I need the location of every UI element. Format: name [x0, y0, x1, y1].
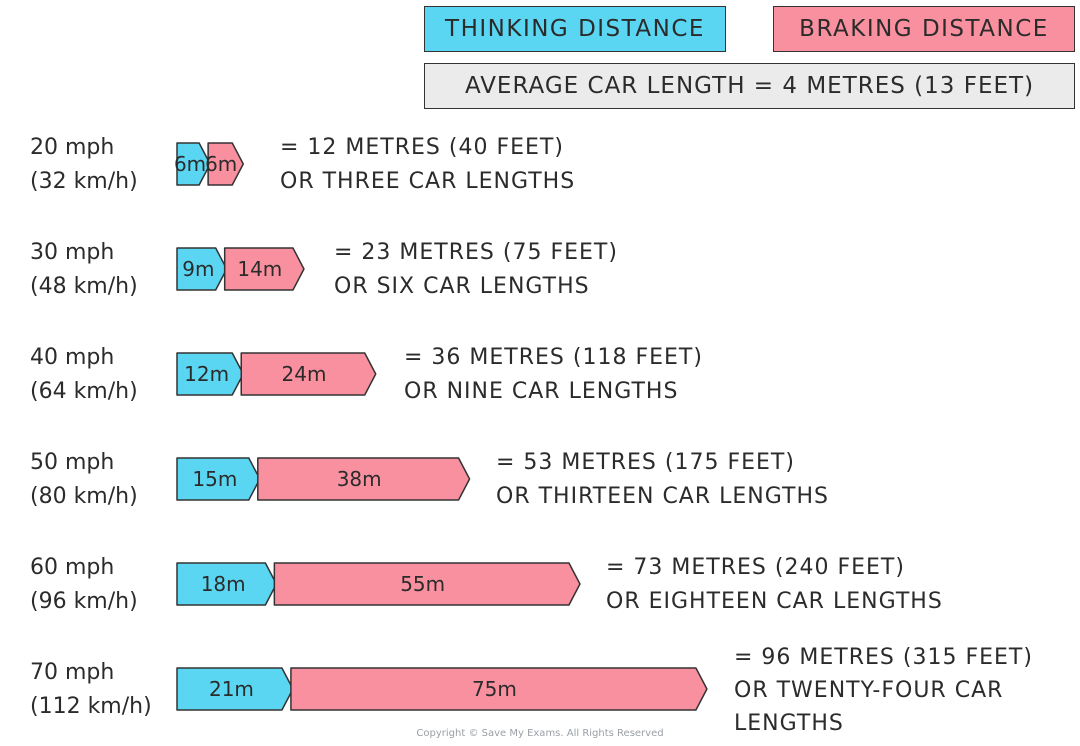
legend-thinking-distance: THINKING DISTANCE	[424, 6, 726, 52]
speed-kmh: (80 km/h)	[30, 484, 138, 509]
braking-bar-label-60: 55m	[400, 572, 445, 596]
braking-bar-40	[240, 352, 377, 396]
thinking-bar-label-30: 9m	[182, 257, 214, 281]
thinking-bar-label-40: 12m	[184, 362, 229, 386]
braking-bar-label-70: 75m	[472, 677, 517, 701]
braking-bar-60	[273, 562, 581, 606]
thinking-bar-40	[176, 352, 244, 396]
speed-mph: 40 mph	[30, 345, 115, 370]
speed-kmh: (112 km/h)	[30, 694, 152, 719]
speed-mph: 70 mph	[30, 660, 115, 685]
speed-mph: 60 mph	[30, 555, 115, 580]
summary-car-lengths: OR THIRTEEN CAR LENGTHS	[496, 484, 829, 509]
copyright-text: Copyright © Save My Exams. All Rights Re…	[416, 728, 664, 739]
summary-car-lengths: OR SIX CAR LENGTHS	[334, 274, 590, 299]
legend-braking-label: BRAKING DISTANCE	[799, 16, 1049, 42]
speed-mph: 50 mph	[30, 450, 115, 475]
braking-bar-50	[257, 457, 471, 501]
speed-label-20: 20 mph (32 km/h)	[30, 131, 180, 199]
speed-label-70: 70 mph (112 km/h)	[30, 656, 180, 724]
car-length-note-text: AVERAGE CAR LENGTH = 4 METRES (13 FEET)	[464, 73, 1035, 99]
summary-30: = 23 METRES (75 FEET) OR SIX CAR LENGTHS	[334, 236, 618, 304]
summary-total: = 73 METRES (240 FEET)	[606, 555, 905, 580]
braking-bar-30	[223, 247, 305, 291]
thinking-bar-label-50: 15m	[192, 467, 237, 491]
thinking-bar-20	[176, 142, 211, 186]
summary-60: = 73 METRES (240 FEET) OR EIGHTEEN CAR L…	[606, 551, 943, 619]
speed-mph: 30 mph	[30, 240, 115, 265]
thinking-bar-50	[176, 457, 261, 501]
summary-total: = 36 METRES (118 FEET)	[404, 345, 703, 370]
summary-car-lengths: OR TWENTY-FOUR CAR	[734, 678, 1004, 703]
thinking-bar-30	[176, 247, 228, 291]
car-length-note: AVERAGE CAR LENGTH = 4 METRES (13 FEET)	[424, 63, 1075, 109]
speed-kmh: (64 km/h)	[30, 379, 138, 404]
speed-kmh: (32 km/h)	[30, 169, 138, 194]
braking-bar-label-30: 14m	[237, 257, 282, 281]
thinking-bar-label-70: 21m	[209, 677, 254, 701]
legend-thinking-label: THINKING DISTANCE	[445, 16, 705, 42]
speed-label-50: 50 mph (80 km/h)	[30, 446, 180, 514]
speed-label-40: 40 mph (64 km/h)	[30, 341, 180, 409]
legend-braking-distance: BRAKING DISTANCE	[773, 6, 1075, 52]
summary-car-lengths-cont: LENGTHS	[734, 711, 844, 736]
summary-car-lengths: OR EIGHTEEN CAR LENGTHS	[606, 589, 943, 614]
summary-car-lengths: OR THREE CAR LENGTHS	[280, 169, 576, 194]
braking-bar-label-40: 24m	[282, 362, 327, 386]
speed-kmh: (48 km/h)	[30, 274, 138, 299]
summary-20: = 12 METRES (40 FEET) OR THREE CAR LENGT…	[280, 131, 575, 199]
speed-mph: 20 mph	[30, 135, 115, 160]
speed-label-30: 30 mph (48 km/h)	[30, 236, 180, 304]
summary-40: = 36 METRES (118 FEET) OR NINE CAR LENGT…	[404, 341, 703, 409]
braking-bar-20	[207, 142, 244, 186]
summary-50: = 53 METRES (175 FEET) OR THIRTEEN CAR L…	[496, 446, 829, 514]
summary-car-lengths: OR NINE CAR LENGTHS	[404, 379, 679, 404]
braking-bar-70	[290, 667, 708, 711]
speed-kmh: (96 km/h)	[30, 589, 138, 614]
speed-label-60: 60 mph (96 km/h)	[30, 551, 180, 619]
thinking-bar-70	[176, 667, 294, 711]
thinking-bar-label-20: 6m	[174, 152, 206, 176]
braking-bar-label-50: 38m	[337, 467, 382, 491]
thinking-bar-60	[176, 562, 278, 606]
summary-total: = 53 METRES (175 FEET)	[496, 450, 795, 475]
summary-total: = 12 METRES (40 FEET)	[280, 135, 564, 160]
summary-total: = 23 METRES (75 FEET)	[334, 240, 618, 265]
braking-bar-label-20: 6m	[205, 152, 237, 176]
summary-70: = 96 METRES (315 FEET) OR TWENTY-FOUR CA…	[734, 641, 1033, 740]
thinking-bar-label-60: 18m	[201, 572, 246, 596]
summary-total: = 96 METRES (315 FEET)	[734, 645, 1033, 670]
